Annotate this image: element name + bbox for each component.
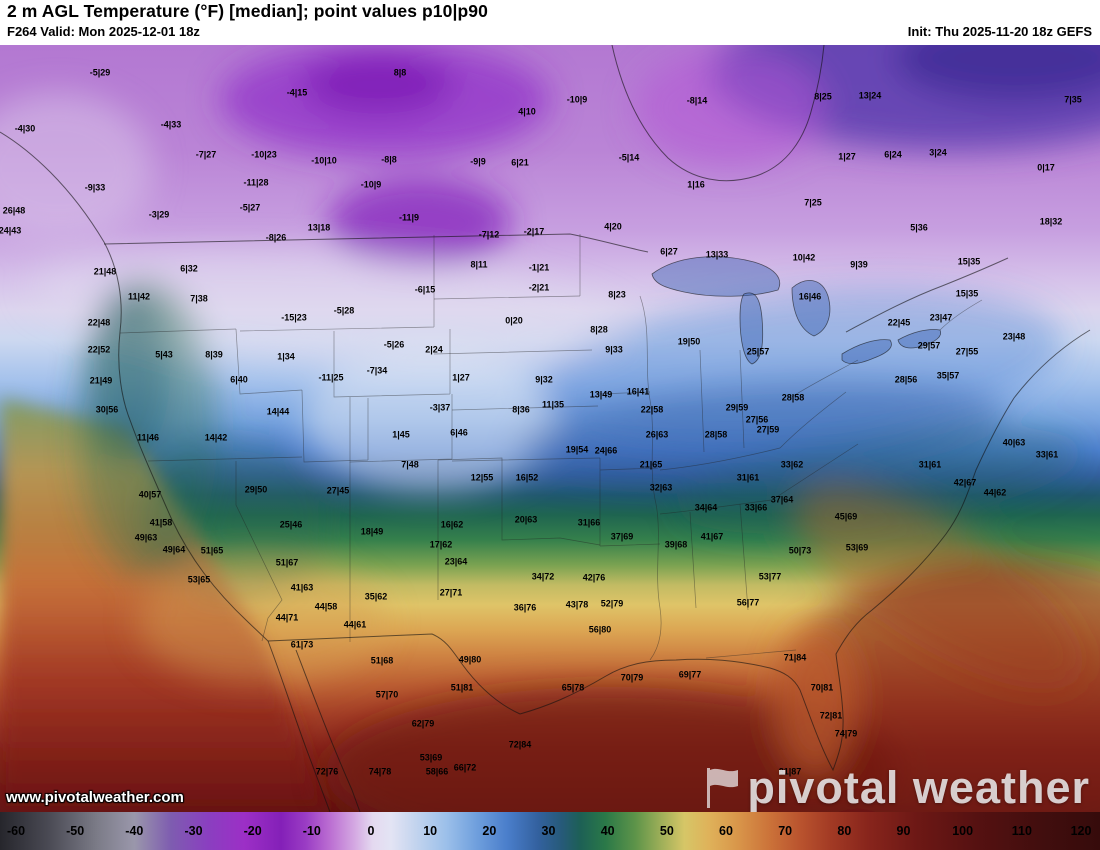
init-time: Init: Thu 2025-11-20 18z GEFS bbox=[907, 24, 1092, 39]
colorbar-tick-label: 100 bbox=[952, 824, 974, 838]
colorbar-tick-label: 20 bbox=[482, 824, 497, 838]
colorbar-tick-label: 10 bbox=[423, 824, 438, 838]
colorbar-tick-label: 110 bbox=[1011, 824, 1032, 838]
coastlines-borders bbox=[0, 45, 1091, 812]
colorbar-tick-label: 0 bbox=[367, 824, 375, 838]
colorbar bbox=[0, 812, 1100, 850]
colorbar-wrap: -60 -50 -40 -30 -20 -10 0 10 20 30 40 50 60 70 80 90 100… bbox=[0, 812, 1100, 850]
colorbar-tick-label: 120 bbox=[1070, 824, 1092, 838]
colorbar-tick-label: 30 bbox=[541, 824, 556, 838]
colorbar-tick-label: 70 bbox=[778, 824, 793, 838]
brand-watermark-text: pivotal weather bbox=[747, 762, 1090, 813]
colorbar-tick-label: -50 bbox=[66, 824, 85, 838]
colorbar-tick-label: -60 bbox=[6, 824, 26, 838]
colorbar-tick-label: -30 bbox=[184, 824, 203, 838]
colorbar-tick-label: 50 bbox=[659, 824, 674, 838]
map-header: 2 m AGL Temperature (°F) [median]; point… bbox=[0, 0, 1100, 45]
colorbar-tick-label: -20 bbox=[243, 824, 262, 838]
great-lakes bbox=[651, 256, 942, 365]
colorbar-tick-label: -40 bbox=[125, 824, 144, 838]
pivotalweather-logo-icon bbox=[707, 767, 739, 808]
state-borders bbox=[119, 234, 983, 661]
valid-time: F264 Valid: Mon 2025-12-01 18z bbox=[7, 24, 200, 39]
colorbar-tick-label: 40 bbox=[600, 824, 615, 838]
colorbar-tick-label: 60 bbox=[719, 824, 733, 838]
colorbar-tick-label: -10 bbox=[302, 824, 321, 838]
colorbar-tick-label: 80 bbox=[837, 824, 852, 838]
colorbar-tick-label: 90 bbox=[896, 824, 911, 838]
watermark-url: www.pivotalweather.com bbox=[6, 789, 184, 806]
map-title: 2 m AGL Temperature (°F) [median]; point… bbox=[7, 1, 488, 21]
brand-watermark: pivotal weather bbox=[705, 765, 1090, 810]
